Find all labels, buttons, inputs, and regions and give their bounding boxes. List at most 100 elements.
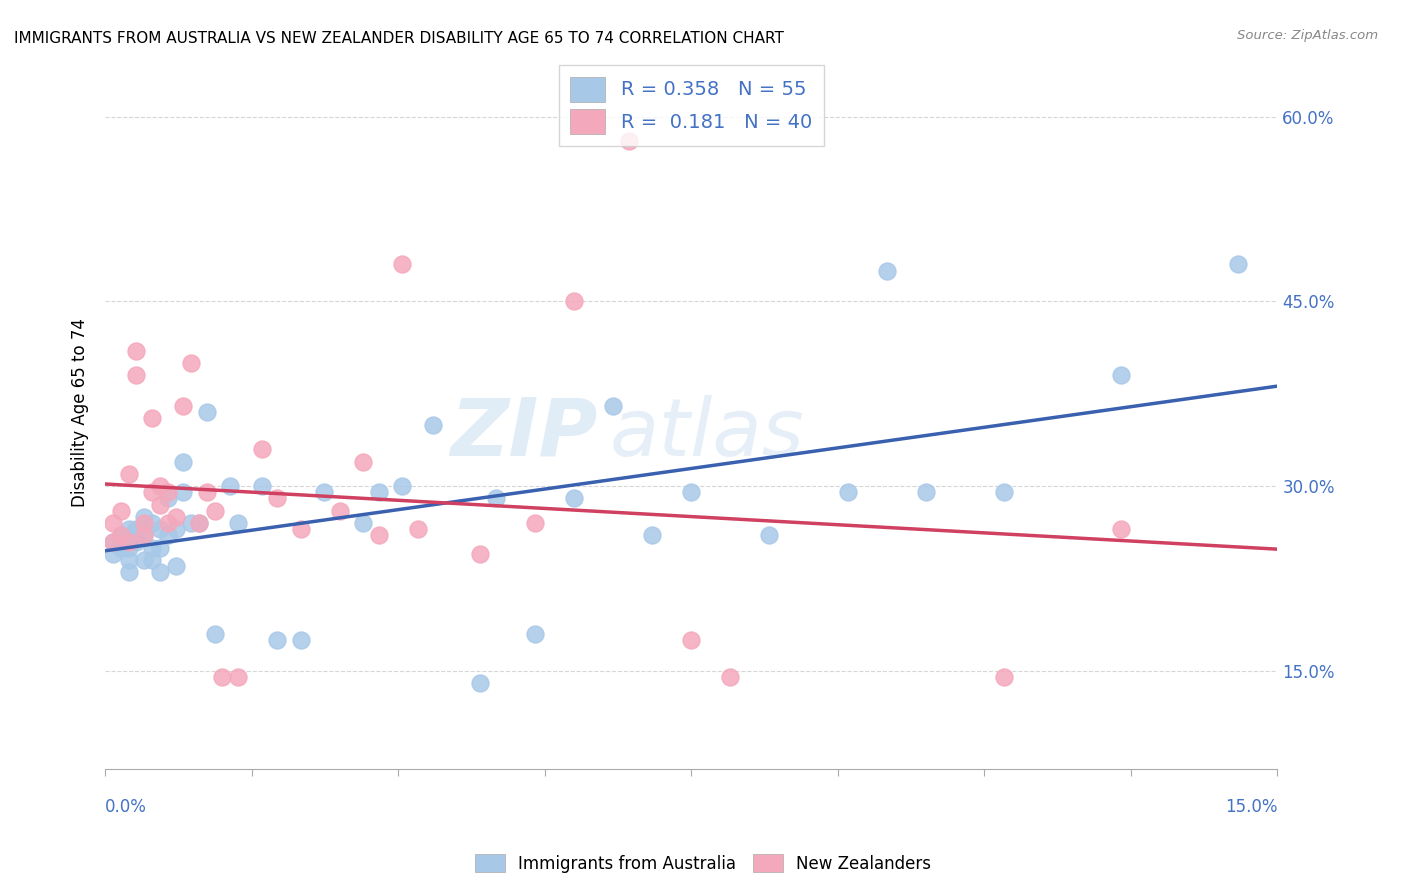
Point bbox=[134, 553, 156, 567]
Legend: R = 0.358   N = 55, R =  0.181   N = 40: R = 0.358 N = 55, R = 0.181 N = 40 bbox=[558, 65, 824, 146]
Point bbox=[226, 670, 249, 684]
Y-axis label: Disability Age 65 to 74: Disability Age 65 to 74 bbox=[72, 318, 89, 507]
Point bbox=[165, 522, 187, 536]
Point bbox=[329, 504, 352, 518]
Point bbox=[156, 516, 179, 530]
Point bbox=[406, 522, 429, 536]
Point bbox=[681, 633, 703, 648]
Point bbox=[125, 522, 148, 536]
Point bbox=[180, 516, 202, 530]
Point bbox=[837, 485, 859, 500]
Point bbox=[134, 509, 156, 524]
Point bbox=[718, 670, 741, 684]
Point bbox=[110, 528, 132, 542]
Point bbox=[149, 479, 172, 493]
Text: 0.0%: 0.0% bbox=[105, 798, 148, 816]
Point bbox=[188, 516, 211, 530]
Point bbox=[211, 670, 233, 684]
Point bbox=[195, 485, 218, 500]
Text: ZIP: ZIP bbox=[450, 394, 598, 473]
Point bbox=[226, 516, 249, 530]
Point bbox=[641, 528, 664, 542]
Point bbox=[156, 491, 179, 506]
Point bbox=[118, 553, 141, 567]
Point bbox=[172, 454, 194, 468]
Point bbox=[914, 485, 936, 500]
Point bbox=[204, 504, 226, 518]
Text: Source: ZipAtlas.com: Source: ZipAtlas.com bbox=[1237, 29, 1378, 42]
Point bbox=[172, 399, 194, 413]
Point bbox=[367, 528, 389, 542]
Point bbox=[141, 411, 163, 425]
Point bbox=[266, 633, 288, 648]
Point bbox=[141, 516, 163, 530]
Point bbox=[110, 528, 132, 542]
Point bbox=[149, 541, 172, 555]
Point bbox=[149, 566, 172, 580]
Point bbox=[125, 528, 148, 542]
Point bbox=[141, 485, 163, 500]
Point bbox=[125, 343, 148, 358]
Point bbox=[524, 516, 547, 530]
Point bbox=[134, 528, 156, 542]
Point bbox=[141, 541, 163, 555]
Point bbox=[367, 485, 389, 500]
Point bbox=[180, 356, 202, 370]
Text: atlas: atlas bbox=[609, 394, 804, 473]
Point bbox=[485, 491, 508, 506]
Point bbox=[312, 485, 335, 500]
Point bbox=[391, 479, 413, 493]
Point bbox=[118, 566, 141, 580]
Point bbox=[681, 485, 703, 500]
Point bbox=[172, 485, 194, 500]
Point bbox=[188, 516, 211, 530]
Point bbox=[125, 368, 148, 383]
Point bbox=[134, 516, 156, 530]
Text: 15.0%: 15.0% bbox=[1225, 798, 1278, 816]
Point bbox=[758, 528, 780, 542]
Point bbox=[470, 547, 492, 561]
Point bbox=[290, 633, 312, 648]
Point bbox=[204, 627, 226, 641]
Point bbox=[101, 534, 124, 549]
Point bbox=[101, 547, 124, 561]
Point bbox=[156, 485, 179, 500]
Point bbox=[290, 522, 312, 536]
Point bbox=[391, 257, 413, 271]
Point bbox=[149, 522, 172, 536]
Point bbox=[118, 467, 141, 481]
Point bbox=[562, 294, 585, 309]
Point bbox=[125, 534, 148, 549]
Legend: Immigrants from Australia, New Zealanders: Immigrants from Australia, New Zealander… bbox=[468, 847, 938, 880]
Point bbox=[602, 399, 624, 413]
Point bbox=[524, 627, 547, 641]
Point bbox=[118, 534, 141, 549]
Point bbox=[266, 491, 288, 506]
Point bbox=[118, 522, 141, 536]
Point bbox=[110, 541, 132, 555]
Point bbox=[118, 541, 141, 555]
Point bbox=[1109, 368, 1132, 383]
Point bbox=[562, 491, 585, 506]
Point bbox=[876, 263, 898, 277]
Point bbox=[993, 670, 1015, 684]
Point bbox=[617, 134, 640, 148]
Point bbox=[993, 485, 1015, 500]
Point bbox=[156, 528, 179, 542]
Point bbox=[101, 534, 124, 549]
Point bbox=[195, 405, 218, 419]
Point bbox=[134, 528, 156, 542]
Point bbox=[141, 553, 163, 567]
Point bbox=[250, 479, 273, 493]
Point bbox=[101, 516, 124, 530]
Text: IMMIGRANTS FROM AUSTRALIA VS NEW ZEALANDER DISABILITY AGE 65 TO 74 CORRELATION C: IMMIGRANTS FROM AUSTRALIA VS NEW ZEALAND… bbox=[14, 31, 785, 46]
Point bbox=[110, 504, 132, 518]
Point bbox=[165, 509, 187, 524]
Point bbox=[219, 479, 242, 493]
Point bbox=[165, 559, 187, 574]
Point bbox=[422, 417, 444, 432]
Point bbox=[149, 498, 172, 512]
Point bbox=[352, 516, 374, 530]
Point bbox=[470, 676, 492, 690]
Point bbox=[352, 454, 374, 468]
